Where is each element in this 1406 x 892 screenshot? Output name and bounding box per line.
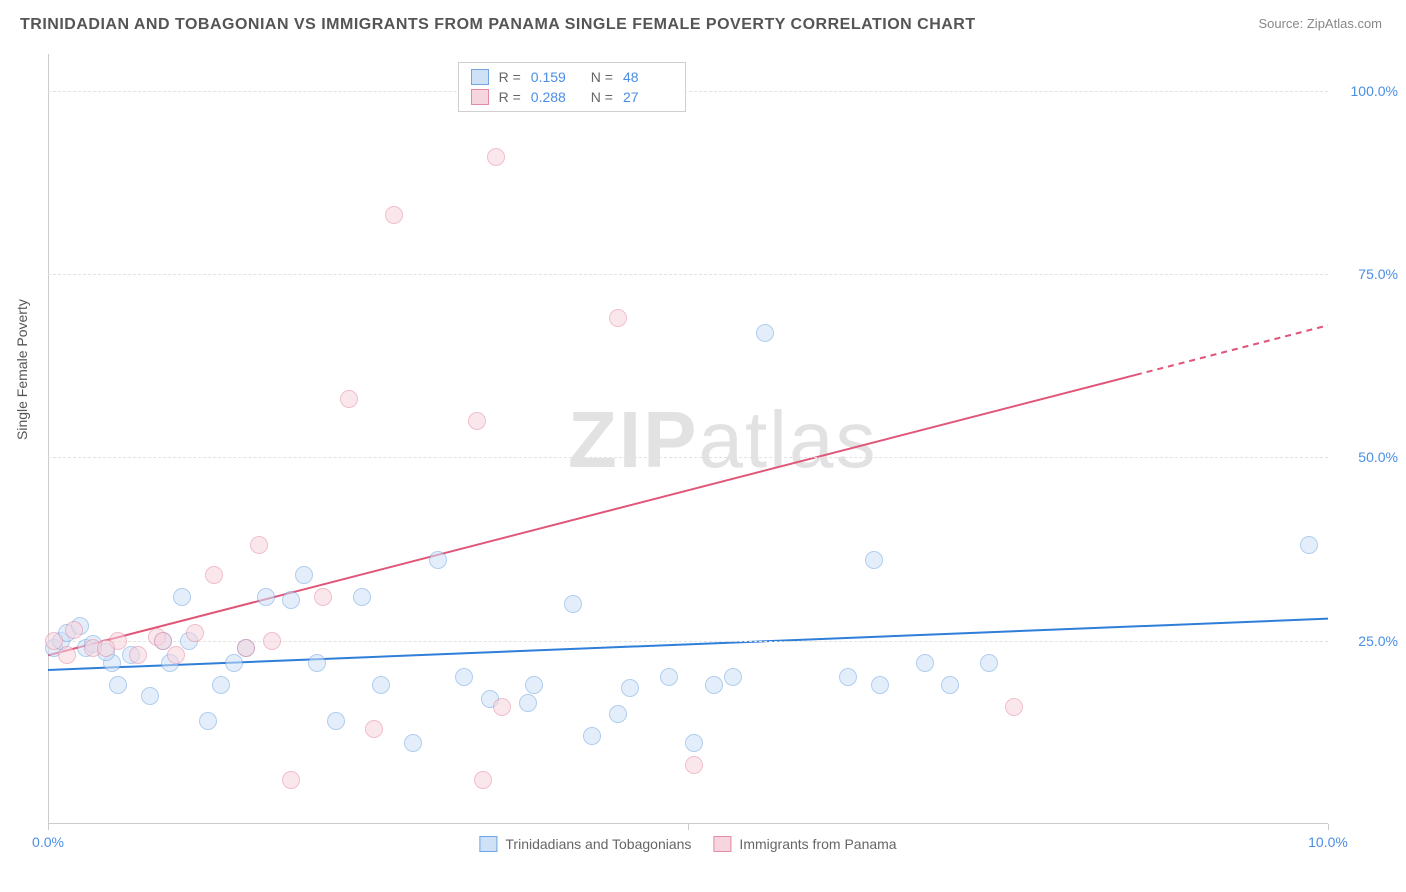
- data-point: [225, 654, 243, 672]
- data-point: [1300, 536, 1318, 554]
- data-point: [97, 639, 115, 657]
- data-point: [493, 698, 511, 716]
- plot-region: ZIPatlas 25.0%50.0%75.0%100.0%0.0%10.0%: [48, 54, 1328, 824]
- gridline: [48, 274, 1328, 275]
- data-point: [257, 588, 275, 606]
- data-point: [365, 720, 383, 738]
- gridline: [48, 457, 1328, 458]
- y-tick-label: 25.0%: [1338, 633, 1398, 649]
- data-point: [404, 734, 422, 752]
- correlation-legend: R = 0.159 N = 48 R = 0.288 N = 27: [458, 62, 686, 112]
- data-point: [129, 646, 147, 664]
- data-point: [941, 676, 959, 694]
- data-point: [609, 309, 627, 327]
- trend-lines: [48, 54, 1328, 824]
- data-point: [167, 646, 185, 664]
- data-point: [685, 734, 703, 752]
- chart-title: TRINIDADIAN AND TOBAGONIAN VS IMMIGRANTS…: [20, 16, 976, 34]
- data-point: [212, 676, 230, 694]
- x-tick-label: 0.0%: [32, 834, 64, 850]
- watermark: ZIPatlas: [568, 394, 877, 486]
- x-tick-label: 10.0%: [1308, 834, 1348, 850]
- n-label: N =: [591, 89, 613, 105]
- data-point: [525, 676, 543, 694]
- data-point: [609, 705, 627, 723]
- data-point: [685, 756, 703, 774]
- data-point: [205, 566, 223, 584]
- data-point: [173, 588, 191, 606]
- data-point: [109, 676, 127, 694]
- legend-swatch: [471, 89, 489, 105]
- data-point: [474, 771, 492, 789]
- data-point: [250, 536, 268, 554]
- data-point: [839, 668, 857, 686]
- data-point: [327, 712, 345, 730]
- data-point: [45, 632, 63, 650]
- y-tick-label: 50.0%: [1338, 449, 1398, 465]
- data-point: [660, 668, 678, 686]
- data-point: [237, 639, 255, 657]
- data-point: [865, 551, 883, 569]
- data-point: [705, 676, 723, 694]
- series-legend: Trinidadians and Tobagonians Immigrants f…: [479, 836, 896, 852]
- x-tick: [48, 824, 49, 830]
- n-label: N =: [591, 69, 613, 85]
- source-label: Source: ZipAtlas.com: [1258, 16, 1382, 31]
- data-point: [871, 676, 889, 694]
- data-point: [186, 624, 204, 642]
- data-point: [385, 206, 403, 224]
- data-point: [583, 727, 601, 745]
- x-tick: [1328, 824, 1329, 830]
- data-point: [564, 595, 582, 613]
- data-point: [455, 668, 473, 686]
- correlation-legend-row: R = 0.159 N = 48: [459, 67, 685, 87]
- series-name: Immigrants from Panama: [739, 836, 896, 852]
- r-value: 0.288: [531, 89, 581, 105]
- data-point: [314, 588, 332, 606]
- series-legend-item: Immigrants from Panama: [713, 836, 896, 852]
- n-value: 27: [623, 89, 673, 105]
- legend-swatch: [713, 836, 731, 852]
- data-point: [724, 668, 742, 686]
- legend-swatch: [479, 836, 497, 852]
- data-point: [308, 654, 326, 672]
- data-point: [372, 676, 390, 694]
- data-point: [58, 646, 76, 664]
- correlation-legend-row: R = 0.288 N = 27: [459, 87, 685, 107]
- data-point: [487, 148, 505, 166]
- chart-area: ZIPatlas 25.0%50.0%75.0%100.0%0.0%10.0% …: [48, 54, 1328, 824]
- data-point: [916, 654, 934, 672]
- legend-swatch: [471, 69, 489, 85]
- data-point: [282, 591, 300, 609]
- gridline: [48, 91, 1328, 92]
- watermark-bold: ZIP: [568, 395, 698, 484]
- data-point: [980, 654, 998, 672]
- y-axis-label: Single Female Poverty: [14, 299, 30, 440]
- x-tick: [688, 824, 689, 830]
- data-point: [154, 632, 172, 650]
- data-point: [519, 694, 537, 712]
- series-name: Trinidadians and Tobagonians: [505, 836, 691, 852]
- data-point: [65, 621, 83, 639]
- data-point: [756, 324, 774, 342]
- watermark-rest: atlas: [698, 395, 877, 484]
- data-point: [429, 551, 447, 569]
- data-point: [340, 390, 358, 408]
- data-point: [295, 566, 313, 584]
- data-point: [141, 687, 159, 705]
- data-point: [282, 771, 300, 789]
- data-point: [468, 412, 486, 430]
- data-point: [263, 632, 281, 650]
- data-point: [199, 712, 217, 730]
- y-tick-label: 75.0%: [1338, 266, 1398, 282]
- data-point: [1005, 698, 1023, 716]
- data-point: [353, 588, 371, 606]
- r-label: R =: [499, 69, 521, 85]
- r-label: R =: [499, 89, 521, 105]
- y-tick-label: 100.0%: [1338, 83, 1398, 99]
- n-value: 48: [623, 69, 673, 85]
- r-value: 0.159: [531, 69, 581, 85]
- series-legend-item: Trinidadians and Tobagonians: [479, 836, 691, 852]
- data-point: [621, 679, 639, 697]
